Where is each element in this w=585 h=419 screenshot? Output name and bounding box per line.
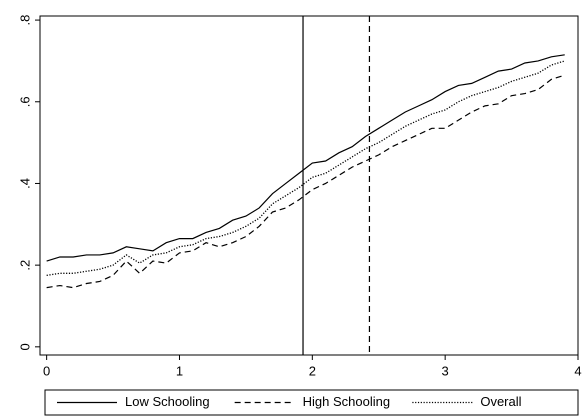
series-line bbox=[46, 54, 565, 262]
x-tick-label: 0 bbox=[43, 363, 50, 378]
x-tick-label: 1 bbox=[176, 363, 183, 378]
legend-label: High Schooling bbox=[303, 394, 390, 409]
legend-box bbox=[44, 389, 579, 416]
x-tick-label: 3 bbox=[442, 363, 449, 378]
y-tick-label: .8 bbox=[17, 15, 32, 26]
y-tick-label: 0 bbox=[17, 343, 32, 350]
legend-label: Low Schooling bbox=[125, 394, 210, 409]
x-tick-label: 2 bbox=[309, 363, 316, 378]
series-line bbox=[46, 74, 565, 289]
y-tick-label: .2 bbox=[17, 260, 32, 271]
y-tick-label: .4 bbox=[17, 178, 32, 189]
y-tick-label: .6 bbox=[17, 96, 32, 107]
plot-area bbox=[39, 15, 579, 356]
legend-label: Overall bbox=[480, 394, 521, 409]
x-tick-label: 4 bbox=[574, 363, 581, 378]
